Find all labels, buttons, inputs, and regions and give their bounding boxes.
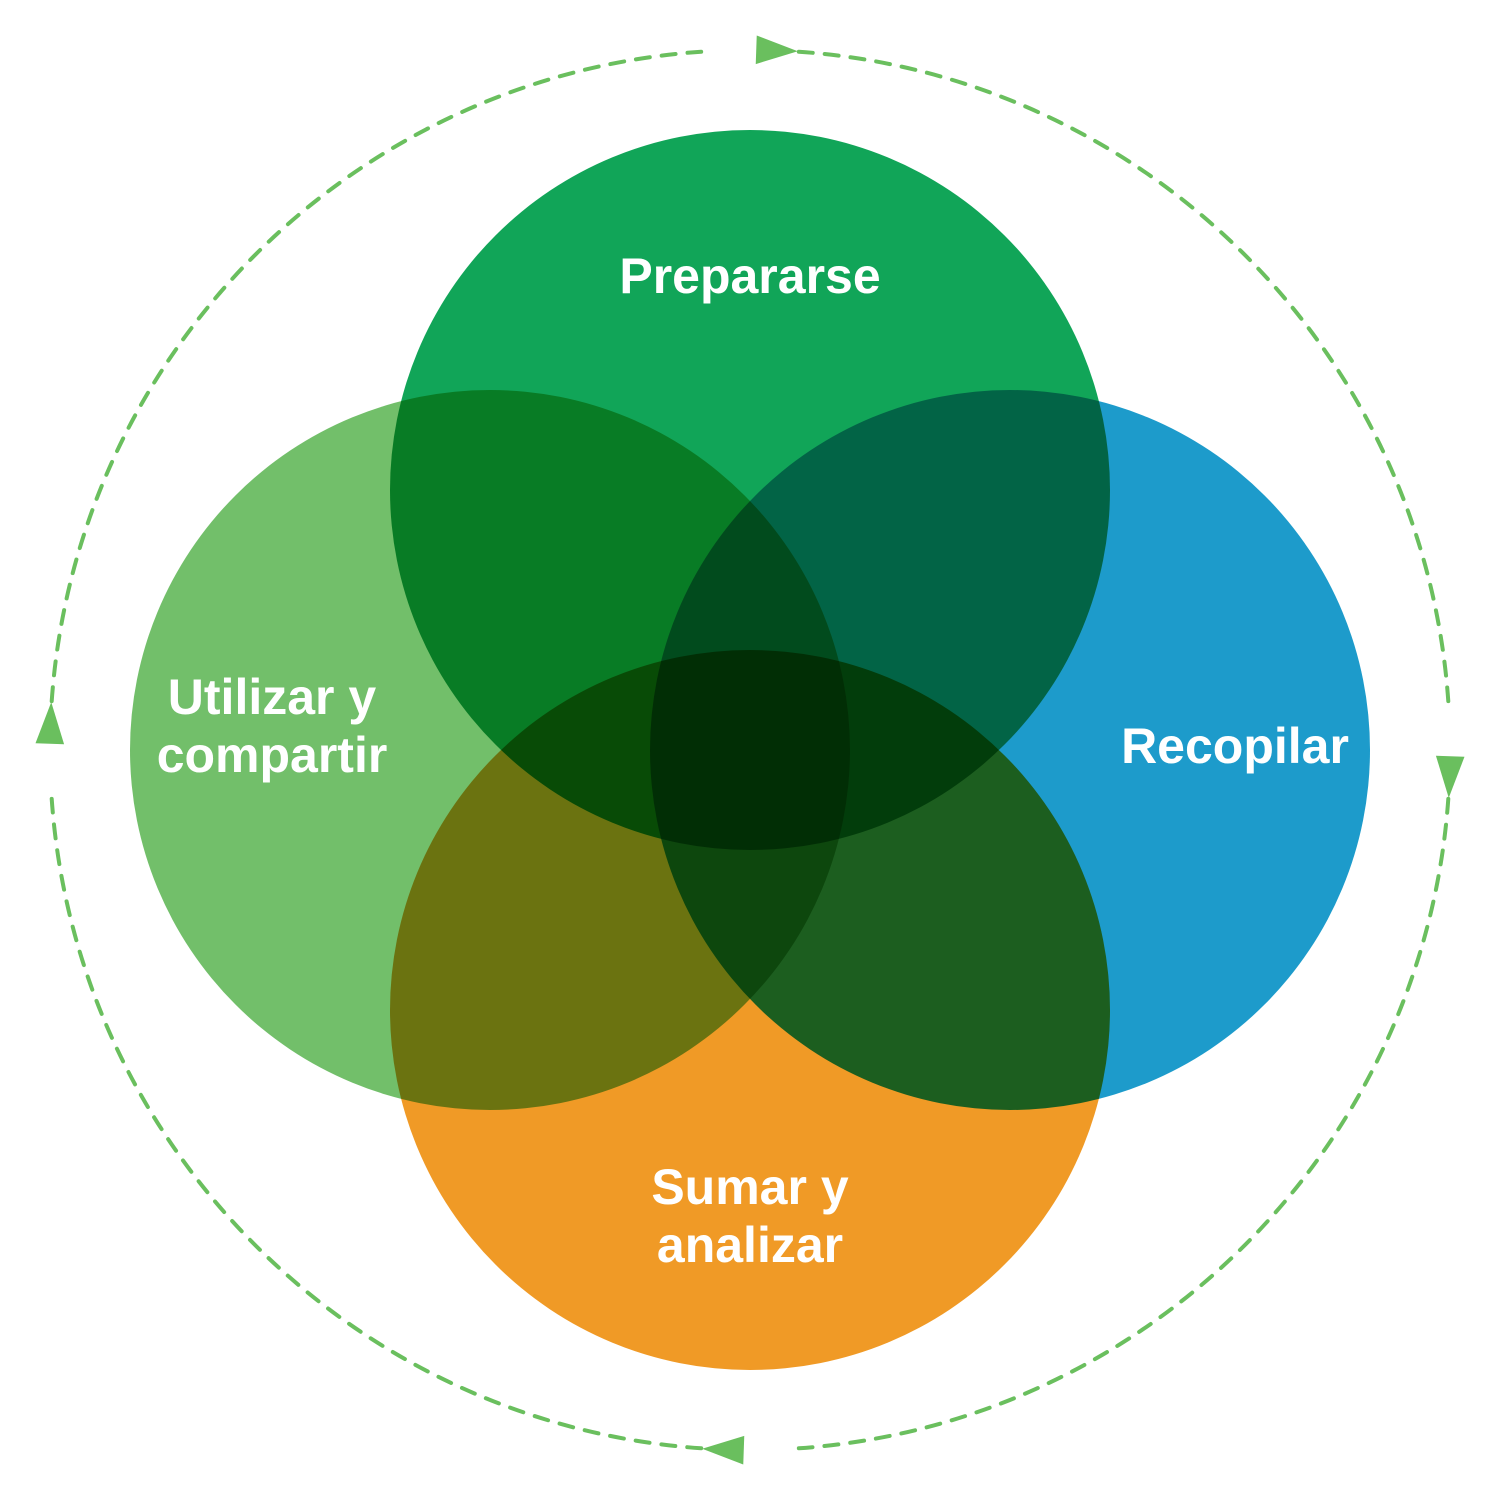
cycle-arrow-icon <box>35 702 64 744</box>
cycle-arrow-icon <box>702 1436 744 1465</box>
venn-cycle-diagram: PrepararseRecopilarSumar yanalizarUtiliz… <box>0 0 1501 1500</box>
venn-label-top: Prepararse <box>619 248 880 304</box>
cycle-arrow-icon <box>1436 756 1465 798</box>
venn-label-right: Recopilar <box>1121 718 1349 774</box>
diagram-svg: PrepararseRecopilarSumar yanalizarUtiliz… <box>0 0 1501 1500</box>
cycle-arrow-icon <box>756 35 798 64</box>
